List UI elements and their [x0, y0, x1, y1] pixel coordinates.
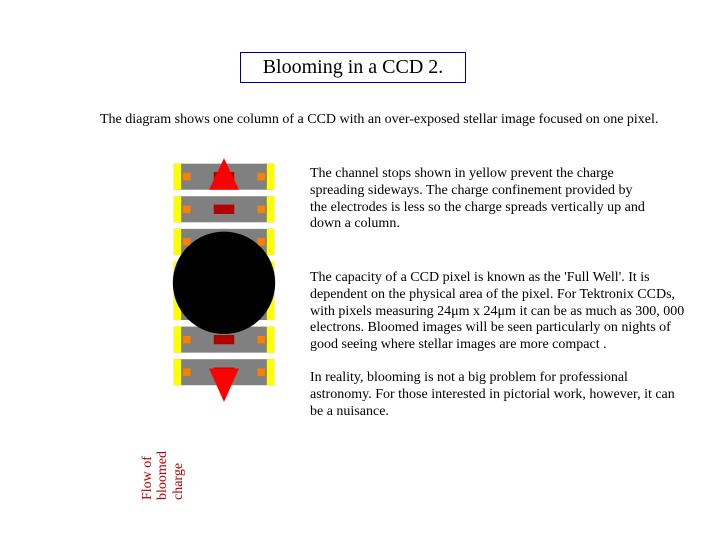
- paragraph-full-well: The capacity of a CCD pixel is known as …: [310, 270, 690, 354]
- ccd-svg: [170, 148, 278, 413]
- electrode-left: [183, 173, 190, 180]
- flow-label-line1: Flow of: [140, 456, 155, 500]
- electrode-right: [258, 173, 265, 180]
- stellar-image-circle: [173, 232, 275, 334]
- paragraph-channel-stops: The channel stops shown in yellow preven…: [310, 166, 650, 233]
- channel-stop-right: [267, 229, 274, 255]
- charge-packet: [214, 335, 234, 344]
- channel-stop-right: [267, 164, 274, 190]
- arrow-down: [209, 368, 239, 402]
- electrode-left: [183, 206, 190, 213]
- electrode-left: [183, 336, 190, 343]
- flow-label-line3: charge: [171, 463, 186, 500]
- intro-text: The diagram shows one column of a CCD wi…: [100, 112, 658, 128]
- paragraph-reality: In reality, blooming is not a big proble…: [310, 370, 690, 420]
- channel-stop-right: [267, 359, 274, 385]
- channel-stop-left: [174, 164, 181, 190]
- flow-label-line2: bloomed: [155, 451, 170, 500]
- ccd-column-diagram: [170, 148, 278, 418]
- channel-stop-left: [174, 359, 181, 385]
- flow-label: Flow of bloomed charge: [140, 451, 186, 500]
- electrode-left: [183, 238, 190, 245]
- page-title: Blooming in a CCD 2.: [240, 52, 466, 83]
- charge-packet: [214, 205, 234, 214]
- channel-stop-left: [174, 327, 181, 353]
- channel-stop-right: [267, 327, 274, 353]
- channel-stop-right: [267, 196, 274, 222]
- channel-stop-left: [174, 196, 181, 222]
- electrode-right: [258, 238, 265, 245]
- electrode-right: [258, 368, 265, 375]
- electrode-right: [258, 206, 265, 213]
- electrode-left: [183, 368, 190, 375]
- channel-stop-left: [174, 229, 181, 255]
- electrode-right: [258, 336, 265, 343]
